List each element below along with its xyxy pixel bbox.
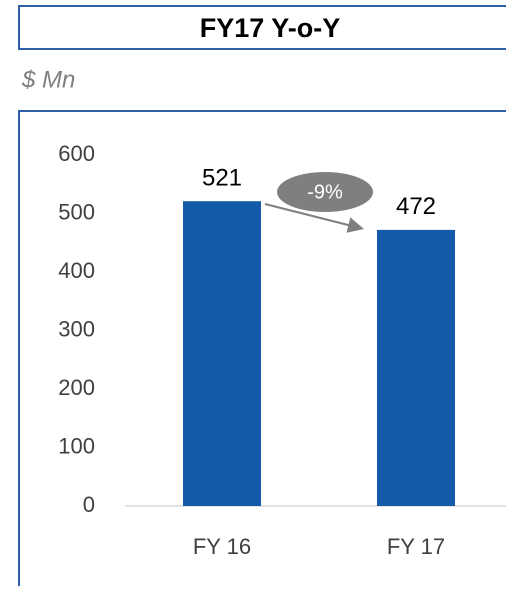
x-tick-label: FY 17 (387, 534, 445, 559)
chart-title: FY17 Y-o-Y (200, 13, 341, 43)
change-bubble (277, 172, 373, 212)
bar (183, 201, 261, 506)
chart-box (18, 110, 506, 591)
change-label: -9% (307, 181, 343, 203)
bar (377, 229, 455, 506)
value-label: 521 (202, 165, 242, 192)
y-tick-label: 100 (58, 433, 95, 458)
y-tick-label: 200 (58, 375, 95, 400)
y-tick-label: 600 (58, 141, 95, 166)
change-arrow (264, 203, 364, 233)
title-box (18, 5, 506, 50)
x-tick-label: FY 16 (193, 534, 251, 559)
unit-label: $ Mn (21, 66, 75, 93)
y-tick-label: 500 (58, 199, 95, 224)
value-label: 472 (396, 193, 436, 220)
y-tick-label: 0 (83, 492, 95, 517)
y-tick-label: 400 (58, 258, 95, 283)
y-tick-label: 300 (58, 316, 95, 341)
